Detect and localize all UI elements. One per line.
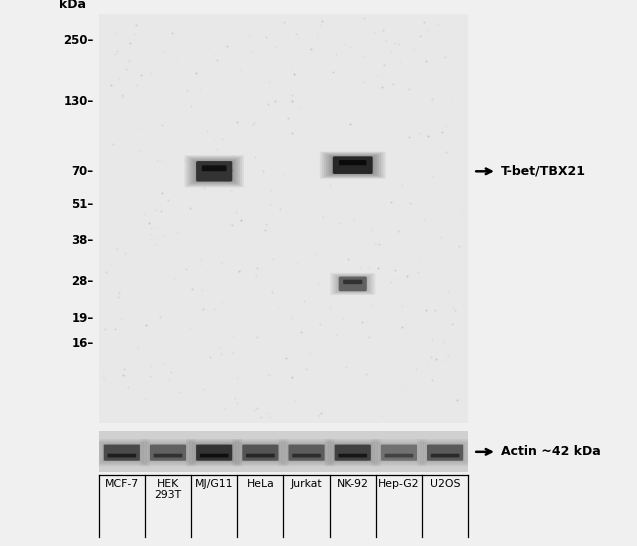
FancyBboxPatch shape — [289, 444, 325, 461]
FancyBboxPatch shape — [334, 444, 371, 461]
Text: 16–: 16– — [71, 337, 94, 350]
FancyBboxPatch shape — [427, 444, 463, 461]
FancyBboxPatch shape — [194, 443, 234, 462]
FancyBboxPatch shape — [187, 156, 242, 186]
FancyBboxPatch shape — [196, 444, 233, 461]
Text: Jurkat: Jurkat — [290, 479, 322, 489]
Text: U2OS: U2OS — [430, 479, 461, 489]
FancyBboxPatch shape — [385, 454, 413, 458]
FancyBboxPatch shape — [327, 441, 378, 465]
Text: T-bet/TBX21: T-bet/TBX21 — [501, 165, 586, 178]
FancyBboxPatch shape — [320, 152, 385, 179]
FancyBboxPatch shape — [104, 444, 140, 461]
FancyBboxPatch shape — [322, 152, 383, 178]
FancyBboxPatch shape — [192, 159, 236, 183]
FancyBboxPatch shape — [381, 444, 417, 461]
Text: HeLa: HeLa — [247, 479, 275, 489]
Text: 51–: 51– — [71, 198, 94, 211]
Text: MJ/G11: MJ/G11 — [195, 479, 233, 489]
FancyBboxPatch shape — [194, 161, 234, 182]
FancyBboxPatch shape — [192, 442, 236, 464]
FancyBboxPatch shape — [189, 441, 240, 465]
FancyBboxPatch shape — [97, 441, 147, 465]
FancyBboxPatch shape — [200, 454, 229, 458]
FancyBboxPatch shape — [333, 156, 373, 174]
Text: NK-92: NK-92 — [337, 479, 369, 489]
FancyBboxPatch shape — [327, 154, 379, 176]
FancyBboxPatch shape — [108, 454, 136, 458]
FancyBboxPatch shape — [94, 439, 150, 466]
Text: 19–: 19– — [71, 312, 94, 325]
FancyBboxPatch shape — [202, 165, 227, 171]
FancyBboxPatch shape — [292, 454, 321, 458]
FancyBboxPatch shape — [186, 439, 242, 466]
Text: Actin ~42 kDa: Actin ~42 kDa — [501, 446, 601, 458]
Text: 28–: 28– — [71, 275, 94, 288]
FancyBboxPatch shape — [185, 155, 244, 187]
FancyBboxPatch shape — [99, 442, 144, 464]
FancyBboxPatch shape — [189, 157, 240, 185]
FancyBboxPatch shape — [154, 454, 182, 458]
Text: Hep-G2: Hep-G2 — [378, 479, 420, 489]
FancyBboxPatch shape — [343, 280, 362, 284]
FancyBboxPatch shape — [333, 443, 373, 462]
FancyBboxPatch shape — [338, 454, 367, 458]
FancyBboxPatch shape — [331, 442, 375, 464]
FancyBboxPatch shape — [324, 153, 381, 177]
Text: 70–: 70– — [71, 165, 94, 178]
Text: 250–: 250– — [63, 34, 94, 47]
FancyBboxPatch shape — [325, 439, 381, 466]
FancyBboxPatch shape — [339, 276, 367, 292]
FancyBboxPatch shape — [196, 161, 233, 181]
Text: kDa: kDa — [59, 0, 86, 11]
FancyBboxPatch shape — [190, 158, 238, 184]
FancyBboxPatch shape — [102, 443, 141, 462]
Text: 38–: 38– — [71, 234, 94, 247]
FancyBboxPatch shape — [431, 454, 459, 458]
Text: MCF-7: MCF-7 — [104, 479, 139, 489]
FancyBboxPatch shape — [150, 444, 186, 461]
Text: 130–: 130– — [64, 95, 94, 108]
FancyBboxPatch shape — [242, 444, 278, 461]
FancyBboxPatch shape — [246, 454, 275, 458]
Text: HEK
293T: HEK 293T — [154, 479, 182, 501]
FancyBboxPatch shape — [331, 156, 375, 174]
FancyBboxPatch shape — [339, 160, 366, 165]
FancyBboxPatch shape — [329, 155, 376, 175]
